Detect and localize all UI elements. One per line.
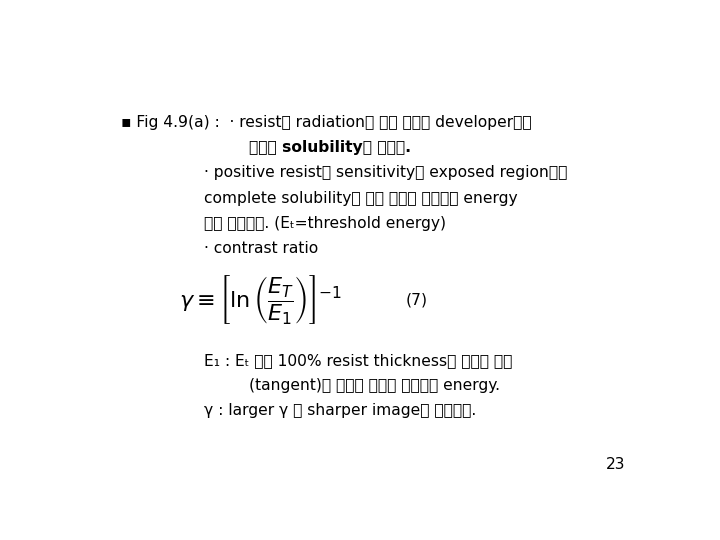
Text: 로서 정의된다. (Eₜ=threshold energy): 로서 정의된다. (Eₜ=threshold energy) [204,216,446,231]
Text: $\gamma \equiv \left[ \ln \left( \dfrac{E_T}{E_1} \right) \right]^{-1}$: $\gamma \equiv \left[ \ln \left( \dfrac{… [179,273,342,326]
Text: · positive resist의 sensitivity는 exposed region에서: · positive resist의 sensitivity는 exposed … [204,165,568,180]
Text: 일정한 solubility를 가진다.: 일정한 solubility를 가진다. [249,140,411,156]
Text: γ : larger γ 는 sharper image를 나타낸다.: γ : larger γ 는 sharper image를 나타낸다. [204,403,477,418]
Text: · contrast ratio: · contrast ratio [204,241,319,256]
Text: 23: 23 [606,457,626,472]
Text: (tangent)을 그림에 의하여 얻어지는 energy.: (tangent)을 그림에 의하여 얻어지는 energy. [249,379,500,393]
Text: E₁ : Eₜ 에서 100% resist thickness에 이르는 접점: E₁ : Eₜ 에서 100% resist thickness에 이르는 접점 [204,353,513,368]
Text: (7): (7) [405,292,427,307]
Text: complete solubility가 되기 위하여 요구되는 energy: complete solubility가 되기 위하여 요구되는 energy [204,191,518,206]
Text: ▪ Fig 4.9(a) :  · resist가 radiation에 노출 없이도 developer에서: ▪ Fig 4.9(a) : · resist가 radiation에 노출 없… [121,114,531,130]
